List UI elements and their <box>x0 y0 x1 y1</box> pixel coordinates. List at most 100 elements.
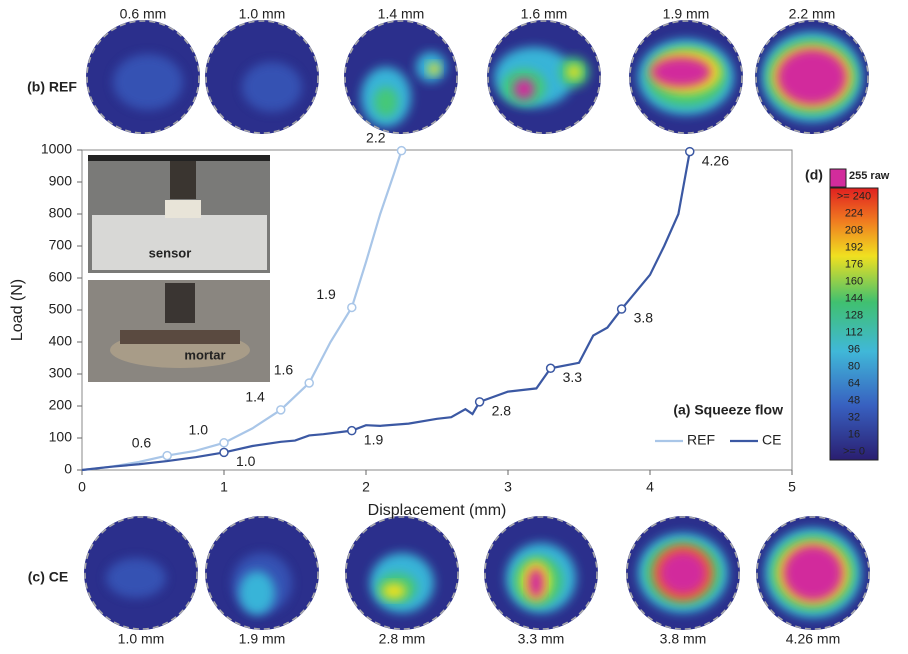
marker <box>618 305 626 313</box>
colorbar-tick-label: 32 <box>848 411 860 423</box>
legend-label: CE <box>762 432 781 448</box>
inset-photo <box>88 155 270 382</box>
marker <box>476 398 484 406</box>
heat-blob <box>374 87 398 117</box>
heat-blob <box>651 57 711 87</box>
y-tick-label: 200 <box>49 397 73 413</box>
y-tick-label: 500 <box>49 301 73 317</box>
colorbar-label: (d) <box>805 167 823 183</box>
heat-blob <box>428 63 440 75</box>
y-tick-label: 600 <box>49 269 73 285</box>
x-tick-label: 1 <box>220 479 228 495</box>
heat-blob <box>567 65 581 79</box>
figure: (b) REF0.6 mm1.0 mm1.4 mm1.6 mm1.9 mm2.2… <box>0 0 908 654</box>
marker <box>305 379 313 387</box>
heat-map <box>486 19 602 135</box>
photo-detail <box>165 200 201 218</box>
map-caption: 3.3 mm <box>518 631 565 647</box>
heat-blob <box>239 571 275 615</box>
inset-label: sensor <box>149 245 192 260</box>
x-tick-label: 3 <box>504 479 512 495</box>
y-tick-label: 1000 <box>41 141 72 157</box>
heat-map <box>483 515 599 631</box>
marker-label: 1.0 <box>236 453 256 469</box>
x-tick-label: 0 <box>78 479 86 495</box>
x-tick-label: 4 <box>646 479 654 495</box>
y-tick-label: 800 <box>49 205 73 221</box>
heat-blob <box>113 54 183 110</box>
heat-map <box>204 19 320 135</box>
map-caption: 2.2 mm <box>789 6 836 22</box>
colorbar-tick-label: 112 <box>845 326 863 338</box>
row-label: (b) REF <box>27 79 77 95</box>
heat-map <box>83 515 199 631</box>
inset-label: mortar <box>184 347 225 362</box>
y-tick-label: 0 <box>64 461 72 477</box>
colorbar-tick-label: 64 <box>848 377 860 389</box>
legend-label: REF <box>687 432 715 448</box>
colorbar-tick-label: 208 <box>845 224 863 236</box>
heat-blob <box>783 545 843 601</box>
colorbar-tick-label: 16 <box>848 428 860 440</box>
colorbar-tick-label: 48 <box>848 394 860 406</box>
map-caption: 4.26 mm <box>786 631 840 647</box>
colorbar-tick-label: >= 240 <box>837 190 871 202</box>
marker-label: 3.8 <box>634 310 654 326</box>
y-tick-label: 100 <box>49 429 73 445</box>
colorbar-top <box>830 169 846 187</box>
colorbar-tick-label: 144 <box>845 292 863 304</box>
marker <box>277 406 285 414</box>
photo-detail <box>165 283 195 323</box>
heat-blob <box>659 551 707 595</box>
map-caption: 1.6 mm <box>521 6 568 22</box>
heat-map <box>85 19 201 135</box>
heat-blob <box>514 79 534 99</box>
colorbar-tick-label: >= 0 <box>843 445 865 457</box>
colorbar-tick-label: 160 <box>845 275 863 287</box>
marker <box>220 439 228 447</box>
heat-blob <box>242 62 302 112</box>
marker-label: 4.26 <box>702 152 729 168</box>
row-label: (c) CE <box>28 569 68 585</box>
photo-detail <box>88 155 270 161</box>
marker-label: 1.9 <box>364 431 384 447</box>
marker-label: 1.6 <box>274 362 294 378</box>
marker <box>348 303 356 311</box>
heat-blob <box>777 49 847 105</box>
heat-map <box>755 515 871 631</box>
map-caption: 2.8 mm <box>379 631 426 647</box>
photo-detail <box>120 330 240 344</box>
colorbar-tick-label: 176 <box>845 258 863 270</box>
x-axis-label: Displacement (mm) <box>368 502 507 519</box>
map-caption: 1.9 mm <box>239 631 286 647</box>
map-caption: 1.9 mm <box>663 6 710 22</box>
marker-label: 1.9 <box>316 286 336 302</box>
colorbar-tick-label: 80 <box>848 360 860 372</box>
heat-map <box>204 515 320 631</box>
heat-map <box>344 515 460 631</box>
map-caption: 0.6 mm <box>120 6 167 22</box>
colorbar-tick-label: 96 <box>848 343 860 355</box>
map-caption: 1.0 mm <box>118 631 165 647</box>
photo-detail <box>170 161 196 199</box>
colorbar-tick-label: 224 <box>845 207 863 219</box>
y-tick-label: 900 <box>49 173 73 189</box>
y-tick-label: 300 <box>49 365 73 381</box>
y-tick-label: 400 <box>49 333 73 349</box>
heat-blob <box>528 568 544 598</box>
marker-label: 3.3 <box>563 369 583 385</box>
marker <box>348 427 356 435</box>
y-tick-label: 700 <box>49 237 73 253</box>
marker <box>547 364 555 372</box>
marker-label: 0.6 <box>132 434 152 450</box>
marker-label: 1.4 <box>245 389 265 405</box>
heat-map <box>754 19 870 135</box>
marker <box>686 148 694 156</box>
marker-label: 1.0 <box>189 422 209 438</box>
heat-blob <box>382 583 406 599</box>
marker <box>398 147 406 155</box>
colorbar-top-label: 255 raw <box>849 170 890 182</box>
marker-label: 2.8 <box>492 403 512 419</box>
colorbar-tick-label: 192 <box>845 241 863 253</box>
x-tick-label: 5 <box>788 479 796 495</box>
